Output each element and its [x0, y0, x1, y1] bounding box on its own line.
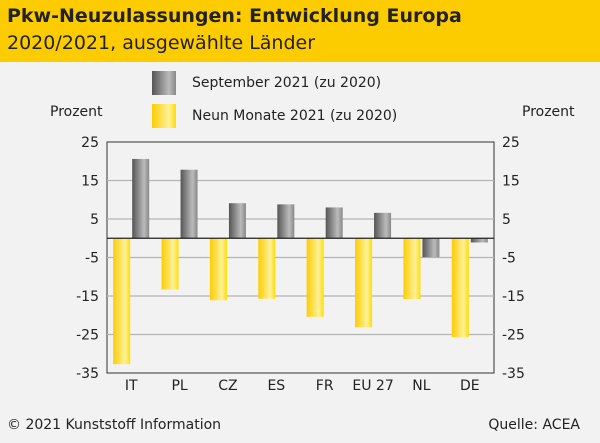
bar-september	[422, 238, 440, 258]
legend-item-neun-monate: Neun Monate 2021 (zu 2020)	[152, 104, 397, 128]
x-tick-label: FR	[316, 378, 334, 394]
bar-september	[180, 169, 198, 239]
bar-neun-monate	[355, 238, 373, 328]
bar-neun-monate	[403, 238, 421, 300]
copyright: © 2021 Kunststoff Information	[7, 417, 222, 433]
y-tick-label-right: -25	[502, 328, 525, 344]
x-tick-label: NL	[412, 378, 430, 394]
y-tick-label-right: 5	[502, 212, 511, 228]
bar-september	[374, 212, 392, 239]
y-tick-label-left: 5	[90, 212, 99, 228]
y-tick-label-right: 25	[502, 135, 520, 151]
bar-neun-monate	[161, 238, 179, 290]
x-tick-label: CZ	[218, 378, 237, 394]
bar-neun-monate	[451, 238, 469, 338]
legend-swatch-gray	[152, 71, 176, 95]
chart-title: Pkw-Neuzulassungen: Entwicklung Europa	[7, 5, 462, 27]
y-tick-label-right: -35	[502, 366, 525, 382]
x-tick-label: DE	[460, 378, 480, 394]
source: Quelle: ACEA	[488, 417, 580, 433]
x-tick-label: ES	[267, 378, 285, 394]
y-tick-label-right: -15	[502, 289, 525, 305]
y-axis-label-right: Prozent	[522, 104, 575, 120]
bar-september	[277, 204, 295, 239]
y-axis-label-left: Prozent	[50, 104, 103, 120]
bar-neun-monate	[306, 238, 324, 317]
bar-september	[132, 158, 150, 239]
bar-neun-monate	[258, 238, 276, 299]
y-tick-label-left: -15	[76, 289, 99, 305]
y-tick-label-left: -35	[76, 366, 99, 382]
bar-september	[228, 203, 246, 239]
y-tick-label-right: -5	[502, 251, 516, 267]
legend-swatch-yellow	[152, 104, 176, 128]
y-tick-label-left: -25	[76, 328, 99, 344]
x-tick-label: PL	[171, 378, 187, 394]
header-banner: Pkw-Neuzulassungen: Entwicklung Europa 2…	[0, 0, 600, 62]
legend-item-september: September 2021 (zu 2020)	[152, 71, 381, 95]
y-tick-label-left: 25	[81, 135, 99, 151]
x-tick-label: EU 27	[352, 378, 393, 394]
y-tick-label-left: -5	[85, 251, 99, 267]
legend-label: Neun Monate 2021 (zu 2020)	[192, 108, 398, 124]
chart-subtitle: 2020/2021, ausgewählte Länder	[7, 32, 316, 54]
bar-september	[470, 238, 488, 243]
bar-neun-monate	[209, 238, 227, 301]
y-tick-label-right: 15	[502, 174, 520, 190]
bar-neun-monate	[113, 238, 131, 365]
x-tick-label: IT	[125, 378, 138, 394]
legend-label: September 2021 (zu 2020)	[192, 75, 382, 91]
bar-september	[325, 207, 343, 239]
y-tick-label-left: 15	[81, 174, 99, 190]
